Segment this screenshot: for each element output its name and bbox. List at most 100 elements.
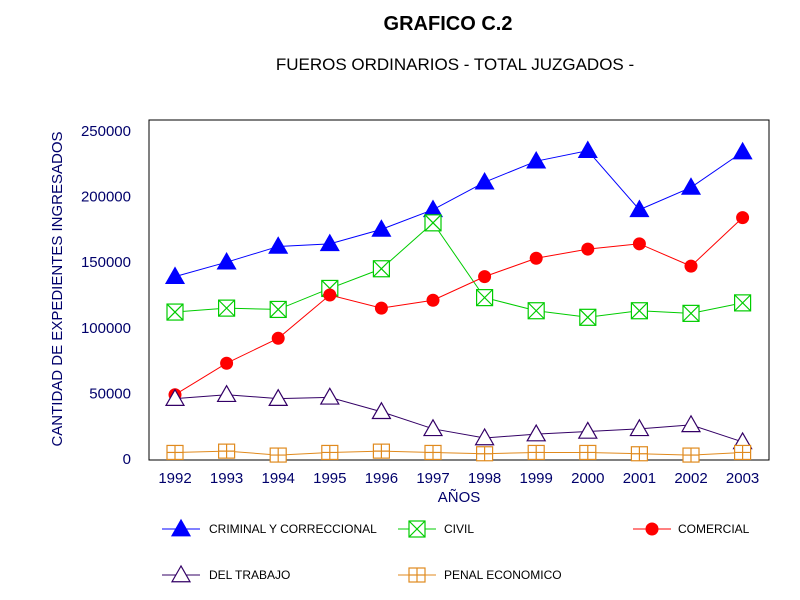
series-criminal-y-correccional — [164, 140, 753, 284]
y-axis: 0 50000 100000 150000 200000 250000 — [81, 123, 131, 468]
data-point — [680, 414, 702, 433]
legend-marker — [408, 520, 426, 538]
x-tick-label: 1996 — [365, 470, 398, 487]
data-point — [579, 308, 597, 326]
data-point — [371, 219, 392, 237]
y-axis-title: CANTIDAD DE EXPEDIENTES INGRESADOS — [49, 131, 66, 446]
data-point — [372, 443, 390, 459]
data-point — [632, 237, 646, 251]
series-line — [174, 150, 743, 278]
series-line — [174, 450, 743, 456]
x-tick-label: 1997 — [416, 470, 449, 487]
series-comercial — [168, 211, 750, 402]
legend: CRIMINAL Y CORRECCIONAL CIVIL COMERCIAL DEL… — [162, 518, 750, 583]
data-point — [732, 141, 753, 160]
data-point — [474, 171, 495, 190]
x-tick-label: 1992 — [158, 470, 191, 487]
data-point — [526, 423, 547, 442]
data-point — [372, 260, 390, 278]
legend-item: CIVIL — [398, 520, 474, 538]
x-tick-label: 2000 — [571, 470, 604, 487]
legend-label: PENAL ECONOMICO — [444, 568, 562, 582]
series-line — [174, 222, 743, 318]
legend-item: COMERCIAL — [633, 522, 750, 536]
data-point — [164, 388, 186, 406]
data-point — [581, 242, 595, 256]
data-point — [319, 387, 340, 405]
data-point — [218, 443, 236, 459]
x-tick-label: 1994 — [262, 470, 295, 487]
data-point — [374, 301, 388, 315]
data-point — [166, 303, 184, 321]
data-point — [422, 418, 444, 437]
legend-marker — [170, 518, 192, 537]
series-del-trabajo — [164, 384, 753, 450]
data-point — [424, 214, 442, 232]
x-tick-label: 2003 — [726, 470, 759, 487]
x-axis-title: AÑOS — [438, 489, 481, 506]
x-tick-label: 1995 — [313, 470, 346, 487]
legend-item: PENAL ECONOMICO — [398, 567, 562, 583]
data-point — [682, 447, 700, 463]
data-point — [220, 356, 234, 370]
data-point — [577, 140, 598, 159]
data-point — [424, 444, 442, 461]
data-point — [733, 444, 752, 461]
legend-label: DEL TRABAJO — [209, 568, 290, 582]
y-tick-label: 150000 — [81, 254, 131, 271]
x-axis: 1992 1993 1994 1995 1996 1997 1998 1999 2000 2001… — [158, 470, 759, 487]
data-point — [476, 446, 494, 462]
data-point — [527, 444, 545, 461]
data-point — [629, 418, 650, 437]
y-tick-label: 0 — [123, 451, 131, 468]
chart-title: GRAFICO C.2 — [384, 13, 513, 35]
series-layer — [164, 140, 753, 463]
data-point — [268, 388, 289, 406]
series-civil — [166, 214, 752, 326]
series-penal-economico — [166, 443, 752, 463]
data-point — [422, 199, 444, 218]
data-point — [630, 302, 649, 320]
data-point — [426, 293, 440, 307]
legend-marker — [170, 564, 192, 583]
data-point — [733, 294, 752, 312]
x-tick-label: 2002 — [674, 470, 707, 487]
y-tick-label: 100000 — [81, 320, 131, 337]
data-point — [218, 299, 236, 317]
data-point — [269, 447, 287, 463]
data-point — [478, 270, 492, 284]
data-point — [474, 427, 495, 446]
chart-subtitle: FUEROS ORDINARIOS - TOTAL JUZGADOS - — [276, 55, 634, 74]
data-point — [323, 288, 337, 302]
data-point — [526, 150, 547, 169]
legend-item: CRIMINAL Y CORRECCIONAL — [162, 518, 377, 537]
plot-area — [148, 119, 770, 461]
data-point — [216, 384, 237, 403]
data-point — [736, 211, 750, 225]
data-point — [164, 266, 186, 284]
x-tick-label: 1998 — [468, 470, 501, 487]
data-point — [269, 300, 287, 319]
data-point — [577, 421, 598, 439]
legend-label: CRIMINAL Y CORRECCIONAL — [209, 522, 377, 536]
data-point — [321, 444, 339, 461]
series-line — [174, 217, 743, 396]
data-point — [684, 259, 698, 273]
legend-label: COMERCIAL — [678, 522, 750, 536]
series-line — [174, 394, 743, 443]
y-tick-label: 50000 — [89, 385, 131, 402]
legend-marker — [645, 522, 659, 536]
data-point — [527, 302, 545, 320]
data-point — [476, 289, 494, 307]
data-point — [529, 251, 543, 265]
x-tick-label: 1999 — [520, 470, 553, 487]
legend-marker — [408, 567, 426, 583]
y-tick-label: 250000 — [81, 123, 131, 140]
data-point — [629, 199, 650, 218]
data-point — [371, 401, 392, 420]
data-point — [166, 444, 184, 461]
x-tick-label: 2001 — [623, 470, 656, 487]
data-point — [268, 236, 289, 254]
data-point — [579, 444, 597, 461]
